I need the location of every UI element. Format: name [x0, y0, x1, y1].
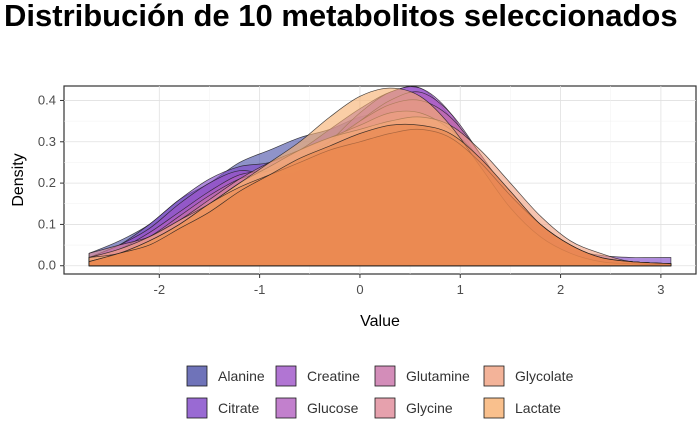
- legend-key: [275, 397, 297, 419]
- x-axis-ticks: -2 -1 0 1 2 3: [154, 274, 665, 297]
- y-tick-label: 0.1: [38, 216, 56, 231]
- x-tick-label: -1: [254, 282, 266, 297]
- x-tick-label: -2: [154, 282, 166, 297]
- y-tick-label: 0.3: [38, 134, 56, 149]
- legend-key: [374, 397, 396, 419]
- legend-key: [483, 397, 505, 419]
- legend-key: [275, 365, 297, 387]
- legend-label: Citrate: [218, 400, 259, 416]
- legend-label: Alanine: [218, 368, 265, 384]
- legend-label: Glucose: [307, 400, 359, 416]
- legend: Alanine Citrate Creatine Glucose Glutamine Gl…: [186, 365, 574, 419]
- legend-label: Lactate: [515, 400, 561, 416]
- legend-key: [186, 397, 208, 419]
- legend-label: Glycine: [406, 400, 453, 416]
- y-axis-title: Density: [10, 153, 27, 206]
- x-tick-label: 0: [356, 282, 363, 297]
- x-tick-label: 2: [557, 282, 564, 297]
- y-tick-label: 0.4: [38, 92, 56, 107]
- legend-key: [374, 365, 396, 387]
- density-area-9: [88, 123, 672, 267]
- legend-label: Glutamine: [406, 368, 470, 384]
- chart-title: Distribución de 10 metabolitos seleccion…: [4, 0, 678, 33]
- y-tick-label: 0.2: [38, 175, 56, 190]
- x-axis-title: Value: [360, 313, 400, 330]
- legend-key: [483, 365, 505, 387]
- legend-label: Glycolate: [515, 368, 574, 384]
- density-areas: [88, 86, 672, 267]
- x-tick-label: 3: [657, 282, 664, 297]
- legend-label: Creatine: [307, 368, 360, 384]
- legend-key: [186, 365, 208, 387]
- y-axis-ticks: 0.0 0.1 0.2 0.3 0.4: [38, 92, 64, 273]
- y-tick-label: 0.0: [38, 258, 56, 273]
- x-tick-label: 1: [457, 282, 464, 297]
